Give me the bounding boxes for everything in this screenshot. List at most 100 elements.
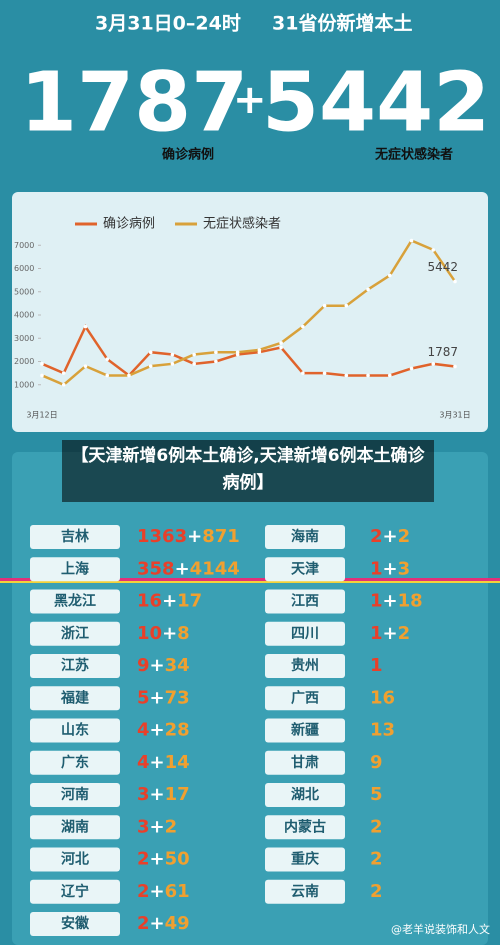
province-box <box>30 557 120 582</box>
legend-label: 确诊病例 <box>103 217 155 232</box>
y-tick-label: 4000 <box>14 311 34 320</box>
y-tick-label: 5000 <box>14 287 34 296</box>
province-box <box>265 783 345 807</box>
confirmed: 16 <box>137 591 162 612</box>
point <box>344 373 349 378</box>
asymptomatic: 3 <box>398 558 411 579</box>
asymptomatic: 17 <box>177 591 202 612</box>
province-box <box>265 557 345 582</box>
confirmed: 2 <box>137 913 150 934</box>
value: 2 <box>370 816 383 837</box>
value: 16+17 <box>137 591 202 612</box>
confirmed: 1 <box>370 558 383 579</box>
point <box>61 371 66 375</box>
point <box>192 352 196 357</box>
province: 湖北 <box>291 787 319 803</box>
y-tick-label: 6000 <box>14 264 34 273</box>
asymptomatic: 2 <box>370 816 383 837</box>
province-box <box>265 654 345 678</box>
confirmed-label: 确诊病例 <box>162 147 214 163</box>
plus: + <box>150 816 165 837</box>
point <box>192 362 196 366</box>
province: 贵州 <box>291 657 319 674</box>
province: 内蒙古 <box>284 818 326 835</box>
y-tick-label: 1000 <box>14 380 34 389</box>
confirmed: 2 <box>137 849 150 870</box>
value: 1 <box>370 655 383 676</box>
asymptomatic: 18 <box>398 591 423 612</box>
province: 上海 <box>61 560 89 577</box>
confirmed: 4 <box>137 752 150 773</box>
divider-yellow <box>0 581 500 583</box>
point <box>431 248 436 252</box>
value: 1+18 <box>370 591 423 612</box>
end-label: 5442 <box>427 260 458 274</box>
asymptomatic: 17 <box>165 784 190 805</box>
plus: + <box>150 913 165 934</box>
point <box>105 357 110 361</box>
point <box>409 238 414 243</box>
asymptomatic: 2 <box>370 849 383 870</box>
value: 2+61 <box>137 881 190 902</box>
point <box>279 341 283 345</box>
province-box <box>265 718 345 743</box>
province: 广东 <box>61 754 89 771</box>
plus: + <box>383 558 398 579</box>
province: 天津 <box>291 560 319 577</box>
value: 16 <box>370 687 395 708</box>
plus: + <box>383 526 398 547</box>
point <box>453 364 457 369</box>
point <box>105 373 110 378</box>
value: 4+28 <box>137 720 190 741</box>
province-box <box>265 686 345 711</box>
value: 1+3 <box>370 558 410 579</box>
asymptomatic: 28 <box>165 720 190 741</box>
point <box>127 373 131 378</box>
point <box>322 371 327 375</box>
confirmed: 5 <box>137 687 150 708</box>
value: 2 <box>370 881 383 902</box>
asymptomatic: 871 <box>202 526 240 547</box>
divider-pink <box>0 578 500 581</box>
asymptomatic-label: 无症状感染者 <box>374 147 453 163</box>
confirmed: 10 <box>137 623 162 644</box>
confirmed: 358 <box>137 558 175 579</box>
date: 3月31日0–24时 <box>95 13 241 35</box>
asymptomatic: 16 <box>370 687 395 708</box>
point <box>409 366 414 371</box>
point <box>344 303 349 308</box>
y-tick-label: 2000 <box>14 357 34 366</box>
province-box <box>30 750 120 775</box>
value: 2 <box>370 849 383 870</box>
plus: + <box>383 591 398 612</box>
asymptomatic: 5 <box>370 784 383 805</box>
point <box>387 273 392 278</box>
province: 江苏 <box>61 657 89 674</box>
confirmed: 4 <box>137 720 150 741</box>
province-box <box>265 525 345 549</box>
province-box <box>30 847 120 872</box>
asymptomatic: 13 <box>370 720 395 741</box>
province: 云南 <box>291 883 319 900</box>
province-box <box>30 718 120 743</box>
y-tick-label: 3000 <box>14 334 34 343</box>
series-line <box>41 239 457 387</box>
confirmed: 3 <box>137 784 150 805</box>
asymptomatic: 49 <box>165 913 190 934</box>
plus: + <box>150 655 165 676</box>
caption-wrap: 【天津新增6例本土确诊,天津新增6例本土确诊病例】 <box>71 446 424 493</box>
point <box>257 348 262 352</box>
plus: + <box>150 720 165 741</box>
plus: + <box>150 849 165 870</box>
province: 新疆 <box>291 722 319 739</box>
asymptomatic: 61 <box>165 881 190 902</box>
asymptomatic: 2 <box>165 816 178 837</box>
province-box <box>265 750 345 775</box>
point <box>453 279 457 284</box>
value: 9+34 <box>137 655 190 676</box>
subtitle: 31省份新增本土 <box>272 12 412 35</box>
province: 海南 <box>291 528 319 545</box>
asymptomatic-number: 5442 <box>262 55 490 150</box>
province: 吉林 <box>61 528 89 545</box>
